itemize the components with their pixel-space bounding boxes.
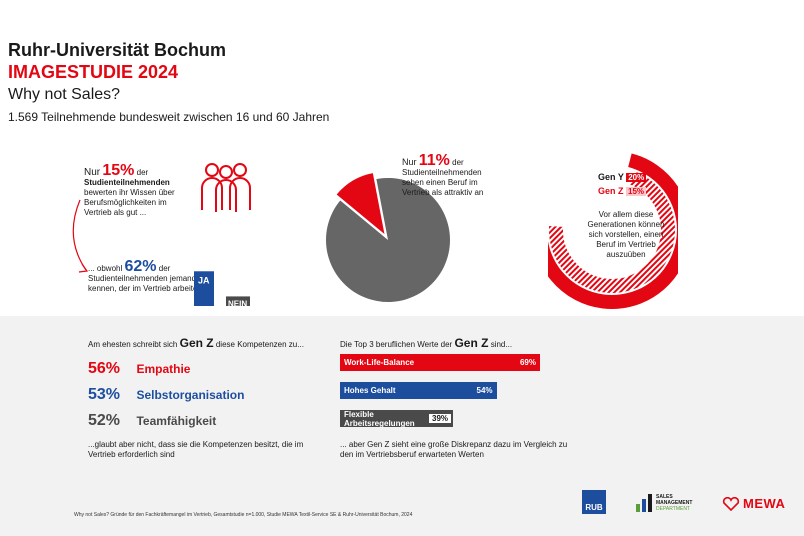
- acquaintance-desc: Studienteilnehmenden jemanden kennen, de…: [88, 274, 205, 293]
- sales-logo-line1: SALES: [656, 494, 673, 500]
- value-bar-label: Hohes Gehalt: [344, 386, 396, 395]
- value-bar-value: 54%: [476, 386, 493, 395]
- ja-bar: [194, 271, 214, 306]
- values-gen: Gen Z: [454, 336, 489, 350]
- mewa-logo: MEWA: [722, 496, 785, 511]
- sales-bars-icon: [636, 494, 652, 512]
- mewa-heart-icon: [722, 496, 740, 511]
- der2-label: der: [158, 264, 171, 273]
- attractiveness-pct: 11%: [418, 152, 450, 169]
- value-bar-label: Flexible Arbeitsregelungen: [344, 409, 415, 428]
- value-bar-value: 69%: [519, 358, 536, 367]
- competency-item-empathie: 56% Empathie: [88, 360, 190, 378]
- sales-management-logo: SALES MANAGEMENT DEPARTMENT: [636, 492, 692, 512]
- question-title: Why not Sales?: [8, 86, 121, 103]
- generations-chart: [548, 153, 678, 309]
- attractiveness-desc: Studienteilnehmenden sehen einen Beruf i…: [402, 168, 484, 197]
- competency-pct: 56%: [88, 360, 121, 377]
- value-bar-0: Work-Life-Balance 69%: [340, 354, 540, 371]
- value-bar-label: Work-Life-Balance: [344, 358, 415, 367]
- university-title: Ruhr-Universität Bochum: [8, 40, 227, 60]
- gen-z-arc: [549, 171, 675, 293]
- competency-label: Selbstorganisation: [136, 388, 245, 402]
- value-bar-2: Flexible Arbeitsregelungen 39%: [340, 409, 454, 428]
- obwohl-label: ... obwohl: [88, 264, 123, 273]
- competency-label: Teamfähigkeit: [136, 414, 217, 428]
- values-bar-chart: Work-Life-Balance 69% Hohes Gehalt 54% Flexi…: [340, 354, 540, 434]
- study-title: IMAGESTUDIE 2024: [8, 62, 179, 82]
- gen-z-label: Gen Z 15%: [598, 186, 647, 196]
- competencies-gen: Gen Z: [179, 336, 214, 350]
- value-bar-1: Hohes Gehalt 54%: [340, 382, 497, 399]
- gen-z-name: Gen Z: [598, 186, 624, 196]
- nur-label: Nur: [84, 167, 101, 178]
- nein-label: NEIN: [228, 299, 247, 308]
- der-label: der: [136, 168, 149, 177]
- pie-rest-slice: [326, 178, 450, 302]
- rub-logo: RUB: [582, 490, 606, 514]
- gen-y-arc: [548, 153, 678, 309]
- sales-logo-line3: DEPARTMENT: [656, 506, 690, 512]
- values-intro: Die Top 3 beruflichen Werte der Gen Z si…: [340, 336, 512, 350]
- mewa-wordmark: MEWA: [743, 496, 786, 511]
- gen-y-name: Gen Y: [598, 172, 624, 182]
- sales-logo-line2: MANAGEMENT: [656, 500, 693, 506]
- competency-item-selbstorganisation: 53% Selbstorganisation: [88, 386, 244, 404]
- gen-y-label: Gen Y 20%: [598, 172, 647, 182]
- people-icon: [201, 163, 251, 212]
- attractiveness-pie: [326, 173, 450, 302]
- arrow-curve-icon: [72, 199, 89, 273]
- der3-label: der: [452, 158, 464, 167]
- gen-y-pct: 20%: [626, 173, 647, 182]
- competencies-intro-pre: Am ehesten schreibt sich: [88, 340, 178, 349]
- competency-label: Empathie: [136, 362, 191, 376]
- knowledge-text: Nur 15% der Studienteilnehmenden bewerte…: [84, 163, 194, 218]
- acquaintance-pct: 62%: [124, 258, 157, 275]
- subject-label: Studienteilnehmenden: [84, 178, 170, 187]
- nur2-label: Nur: [402, 157, 417, 167]
- competencies-intro-post: diese Kompetenzen zu...: [215, 340, 304, 349]
- nein-bar: [226, 296, 250, 306]
- footer-source: Why not Sales? Gründe für den Fachkräfte…: [74, 512, 413, 518]
- knowledge-pct: 15%: [102, 162, 135, 179]
- attractiveness-text: Nur 11% der Studienteilnehmenden sehen e…: [402, 153, 494, 198]
- sample-description: 1.569 Teilnehmende bundesweit zwischen 1…: [8, 110, 330, 124]
- values-intro-post: sind...: [490, 340, 513, 349]
- value-bar-value: 39%: [429, 414, 452, 423]
- values-intro-pre: Die Top 3 beruflichen Werte der: [340, 340, 453, 349]
- competency-pct: 53%: [88, 386, 121, 403]
- ja-nein-chart: JA NEIN: [194, 271, 250, 308]
- acquaintance-text: ... obwohl 62% der Studienteilnehmenden …: [88, 259, 208, 294]
- gen-z-pct: 15%: [626, 187, 647, 196]
- competency-pct: 52%: [88, 412, 121, 429]
- values-outro: ... aber Gen Z sieht eine große Diskrepa…: [340, 440, 568, 459]
- generations-desc: Vor allem diese Generationen können sich…: [587, 210, 665, 259]
- knowledge-desc: bewerten ihr Wissen über Berufsmöglichke…: [84, 188, 175, 217]
- competency-item-teamfaehigkeit: 52% Teamfähigkeit: [88, 412, 216, 430]
- competencies-intro: Am ehesten schreibt sich Gen Z diese Kom…: [88, 336, 304, 350]
- pie-attractive-slice: [336, 173, 385, 234]
- competencies-outro: ...glaubt aber nicht, dass sie die Kompe…: [88, 440, 304, 459]
- ja-label: JA: [198, 275, 210, 285]
